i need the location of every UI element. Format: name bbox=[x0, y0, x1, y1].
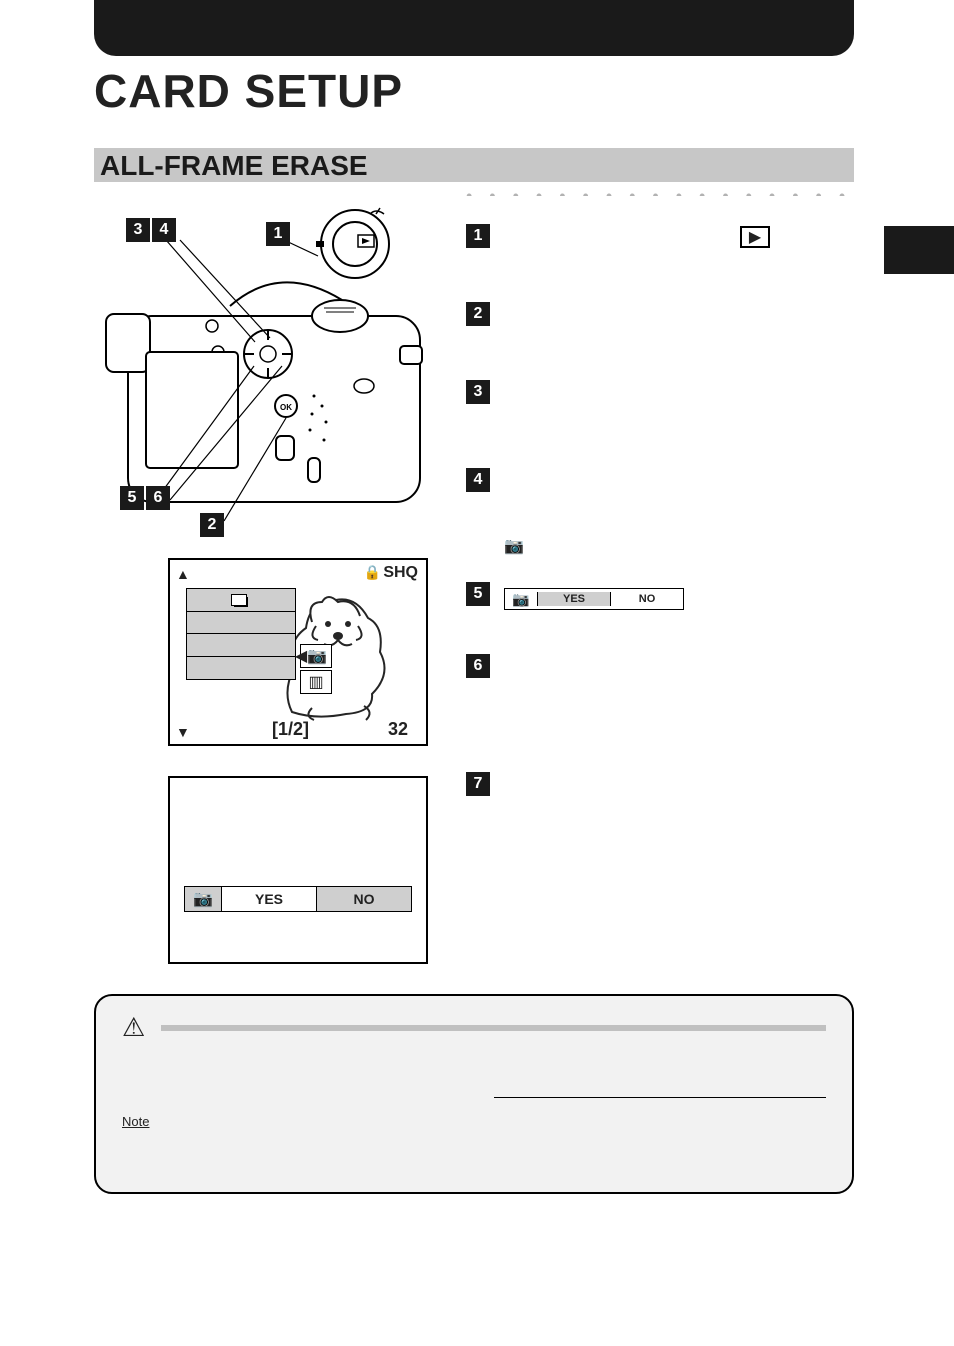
step-badge-6: 6 bbox=[466, 654, 490, 678]
page-title: CARD SETUP bbox=[94, 64, 403, 118]
step-1-text bbox=[504, 224, 854, 276]
step-5-body: 📷 YES NO bbox=[504, 582, 854, 634]
step-4: 4 📷 bbox=[466, 460, 854, 572]
step-3: 3 bbox=[466, 372, 854, 458]
step-7-text bbox=[504, 772, 854, 824]
erase-icon-glyph: 📷 bbox=[512, 590, 529, 609]
callout-badge-5: 5 bbox=[120, 486, 144, 510]
card-setup-confirm-panel: 📷 YES NO bbox=[168, 776, 428, 964]
callout-5-6: 5 6 bbox=[120, 486, 170, 510]
step-badge-7: 7 bbox=[466, 772, 490, 796]
camera-svg: OK bbox=[100, 196, 440, 536]
lcd-menu-row bbox=[186, 611, 296, 635]
callout-badge-4: 4 bbox=[152, 218, 176, 242]
callout-3-4: 3 4 bbox=[126, 218, 176, 242]
mini-yes-option[interactable]: YES bbox=[537, 592, 610, 607]
camera-illustration: OK bbox=[100, 196, 440, 536]
mini-no-option[interactable]: NO bbox=[610, 592, 683, 607]
header-black-tab bbox=[94, 0, 854, 56]
notice-header: ⚠ bbox=[122, 1012, 826, 1043]
card-setup-no-option[interactable]: NO bbox=[316, 887, 411, 911]
svg-text:OK: OK bbox=[280, 403, 292, 412]
note-label: Note bbox=[122, 1114, 149, 1129]
erase-icon: 📷 bbox=[505, 590, 537, 609]
step-badge-4: 4 bbox=[466, 468, 490, 492]
callout-1: 1 bbox=[266, 222, 290, 246]
step-badge-3: 3 bbox=[466, 380, 490, 404]
erase-icon: 📷 bbox=[185, 889, 221, 909]
step-badge-2: 2 bbox=[466, 302, 490, 326]
notice-right-column bbox=[494, 1053, 826, 1131]
lcd-shq-label: SHQ bbox=[383, 564, 418, 581]
lcd-menu-icon-row: ◀ 📷 bbox=[300, 644, 332, 668]
card-icon: ▥ bbox=[308, 672, 323, 692]
step-7: 7 bbox=[466, 764, 854, 832]
lcd-menu-row bbox=[186, 656, 296, 680]
dotted-rule: • • • • • • • • • • • • • • • • • • • • … bbox=[466, 186, 856, 196]
step-5: 5 📷 YES NO bbox=[466, 574, 854, 642]
erase-icon-glyph: 📷 bbox=[193, 889, 213, 909]
notice-right-text bbox=[494, 1097, 826, 1106]
step-6: 6 bbox=[466, 646, 854, 762]
notice-left-text bbox=[122, 1053, 454, 1113]
step-2-text bbox=[504, 302, 854, 354]
lcd-menu-row bbox=[186, 588, 296, 612]
warning-icon: ⚠ bbox=[122, 1012, 145, 1043]
callout-2: 2 bbox=[200, 513, 224, 537]
thumbnail-icon bbox=[234, 597, 248, 607]
lcd-frame-counter: 32 bbox=[388, 719, 408, 740]
step-6-text bbox=[504, 654, 854, 754]
callout-badge-1: 1 bbox=[266, 222, 290, 246]
lcd-page-indicator: [1/2] bbox=[272, 719, 309, 740]
notice-columns: Note bbox=[122, 1053, 826, 1131]
notice-divider bbox=[161, 1025, 826, 1031]
lcd-menu-list: ◀ 📷 ▥ bbox=[186, 588, 296, 680]
notice-left-column: Note bbox=[122, 1053, 454, 1131]
step-2: 2 bbox=[466, 294, 854, 362]
card-setup-yes-option[interactable]: YES bbox=[221, 887, 316, 911]
step-5-mini-option-bar: 📷 YES NO bbox=[504, 588, 684, 610]
step-4-body: 📷 bbox=[504, 468, 854, 564]
callout-badge-6: 6 bbox=[146, 486, 170, 510]
lcd-quality-indicator: 🔒SHQ bbox=[364, 564, 418, 582]
section-heading: ALL-FRAME ERASE bbox=[100, 150, 368, 182]
instruction-steps: 1 2 3 4 📷 5 📷 YES NO bbox=[466, 216, 854, 832]
callout-badge-3: 3 bbox=[126, 218, 150, 242]
notice-box: ⚠ Note bbox=[94, 994, 854, 1194]
step-3-text bbox=[504, 380, 854, 450]
step-1: 1 bbox=[466, 216, 854, 284]
menu-arrow-up-icon: ▲ bbox=[176, 566, 190, 582]
right-edge-tab bbox=[884, 226, 954, 274]
step-badge-5: 5 bbox=[466, 582, 490, 606]
lcd-bottom-status: . [1/2] 32 bbox=[170, 719, 426, 740]
erase-icon: 📷 bbox=[307, 646, 327, 666]
lcd-menu-row bbox=[186, 633, 296, 657]
card-setup-option-bar: 📷 YES NO bbox=[184, 886, 412, 912]
lcd-menu-icon-row: ▥ bbox=[300, 670, 332, 694]
erase-icon: 📷 bbox=[504, 538, 524, 555]
callout-badge-2: 2 bbox=[200, 513, 224, 537]
lock-icon: 🔒 bbox=[364, 564, 381, 580]
lcd-menu-preview: ▲ ▼ 🔒SHQ ◀ 📷 ▥ . bbox=[168, 558, 428, 746]
step-badge-1: 1 bbox=[466, 224, 490, 248]
